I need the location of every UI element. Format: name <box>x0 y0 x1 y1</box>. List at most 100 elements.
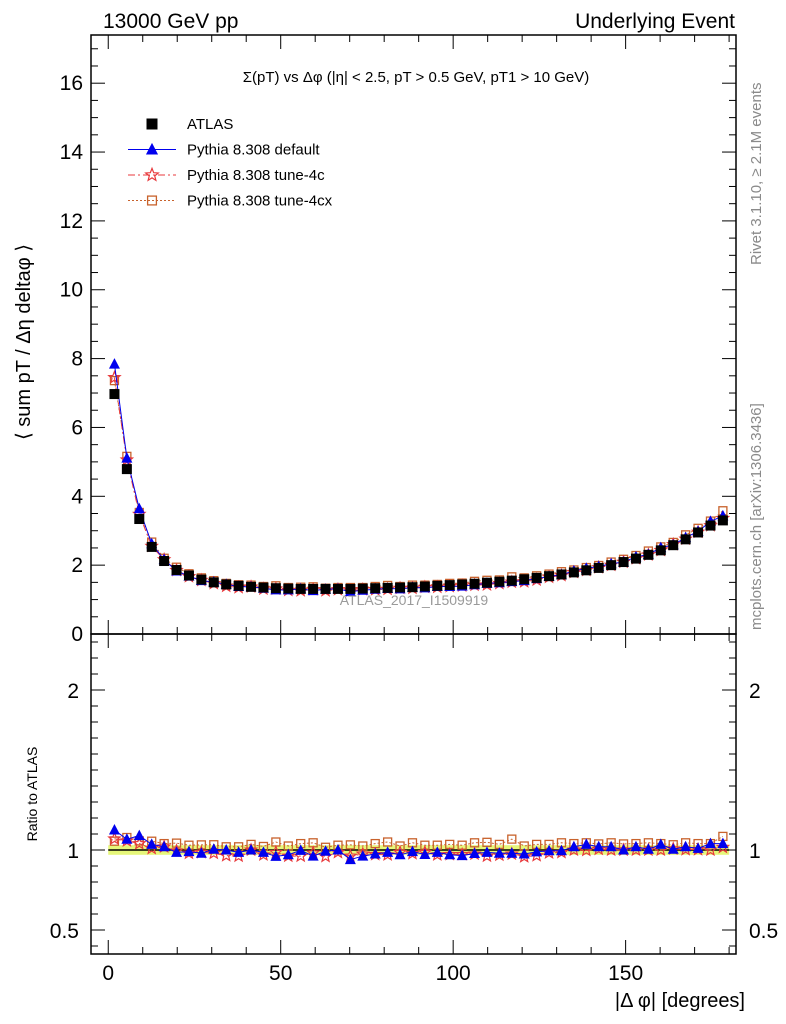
data-point-atlas <box>283 583 294 594</box>
data-point-atlas <box>258 582 269 593</box>
ratio-y-tick-label: 2 <box>67 680 79 703</box>
data-point-atlas <box>419 581 430 592</box>
ratio-point-pythia-8-308-default <box>307 850 319 861</box>
main-y-tick-label: 8 <box>71 348 83 371</box>
ratio-point-pythia-8-308-default <box>580 838 592 849</box>
ratio-point-pythia-8-308-default <box>431 846 443 857</box>
ratio-point-pythia-8-308-default <box>419 848 431 859</box>
data-point-atlas <box>705 520 716 531</box>
analysis-watermark: ATLAS_2017_I1509919 <box>340 592 489 608</box>
data-point-atlas <box>531 572 542 583</box>
data-point-atlas <box>109 389 120 400</box>
data-point-atlas <box>581 565 592 576</box>
data-point-atlas <box>717 515 728 526</box>
legend-marker <box>146 118 158 130</box>
ratio-point-pythia-8-308-default <box>108 824 120 835</box>
ratio-series <box>107 824 731 865</box>
ratio-point-pythia-8-308-default <box>195 847 207 858</box>
ratio-point-pythia-8-308-default <box>593 840 605 852</box>
data-point-atlas <box>134 514 145 525</box>
ratio-y-tick-label-right: 0.5 <box>749 920 778 943</box>
data-point-atlas <box>506 575 517 586</box>
ratio-point-pythia-8-308-tune-4c <box>256 847 271 861</box>
ratio-point-pythia-8-308-default <box>692 842 704 853</box>
ratio-point-pythia-8-308-default <box>642 843 654 854</box>
legend-label: Pythia 8.308 tune-4cx <box>187 193 333 210</box>
data-point-atlas <box>395 582 406 593</box>
data-point-atlas <box>494 576 505 587</box>
ratio-point-pythia-8-308-default <box>282 848 294 860</box>
main-y-tick-label: 16 <box>60 72 83 95</box>
ratio-point-pythia-8-308-default <box>531 845 543 857</box>
data-point-atlas <box>221 579 232 590</box>
ratio-point-pythia-8-308-default <box>618 844 630 855</box>
data-point-atlas <box>146 541 157 552</box>
ratio-point-pythia-8-308-tune-4c <box>231 848 246 863</box>
data-point-atlas <box>183 570 194 581</box>
data-point-atlas <box>680 534 691 545</box>
data-point-atlas <box>693 527 704 538</box>
data-point-atlas <box>643 549 654 560</box>
legend-label: Pythia 8.308 tune-4c <box>187 167 325 184</box>
ratio-point-pythia-8-308-tune-4c <box>107 831 122 845</box>
data-point-atlas <box>332 583 343 594</box>
ratio-point-pythia-8-308-default <box>382 846 394 857</box>
data-point-atlas <box>606 560 617 571</box>
ratio-point-pythia-8-308-default <box>295 844 307 855</box>
x-tick-label: 50 <box>269 962 292 985</box>
ratio-y-tick-label-right: 2 <box>749 680 761 703</box>
ratio-point-pythia-8-308-tune-4cx <box>109 836 120 846</box>
ratio-point-pythia-8-308-default <box>245 844 257 855</box>
data-point-atlas <box>668 540 679 551</box>
ratio-point-pythia-8-308-default <box>680 840 692 852</box>
data-point-atlas <box>630 553 641 564</box>
ratio-series-pythia-8-308-default <box>108 824 729 865</box>
ratio-y-tick-label: 0.5 <box>50 920 79 943</box>
ratio-point-pythia-8-308-default <box>717 837 729 849</box>
ratio-point-pythia-8-308-default <box>369 848 381 859</box>
main-y-tick-label: 0 <box>71 623 83 646</box>
ratio-point-pythia-8-308-default <box>171 846 183 857</box>
plot-title: Σ(pT) vs Δφ (|η| < 2.5, pT > 0.5 GeV, pT… <box>243 69 590 86</box>
data-point-atlas <box>171 564 182 575</box>
ratio-point-pythia-8-308-default <box>183 845 195 857</box>
ratio-y-axis-label: Ratio to ATLAS <box>24 747 40 842</box>
data-point-atlas <box>407 582 418 593</box>
data-point-atlas <box>432 580 443 591</box>
data-point-atlas <box>469 578 480 589</box>
legend: ATLAS Pythia 8.308 default Pythia 8.308 tu… <box>128 116 333 210</box>
x-tick-label: 100 <box>436 962 471 985</box>
ratio-point-pythia-8-308-tune-4cx <box>382 837 393 847</box>
ratio-point-pythia-8-308-tune-4c <box>144 840 159 855</box>
data-point-atlas <box>233 580 244 591</box>
ratio-point-pythia-8-308-tune-4c <box>529 847 544 862</box>
ratio-point-pythia-8-308-default <box>493 847 505 858</box>
main-series <box>107 358 731 597</box>
data-point-atlas <box>655 545 666 556</box>
main-y-tick-label: 12 <box>60 210 83 233</box>
data-point-atlas <box>357 583 368 594</box>
header-right: Underlying Event <box>575 10 735 33</box>
mcplots-label: mcplots.cern.ch [arXiv:1306.3436] <box>748 403 765 630</box>
data-point-pythia-8-308-default <box>133 502 145 514</box>
ratio-point-pythia-8-308-default <box>605 840 617 852</box>
ratio-point-pythia-8-308-default <box>456 849 468 861</box>
ratio-point-pythia-8-308-default <box>555 844 567 856</box>
data-point-atlas <box>121 464 132 475</box>
legend-label: Pythia 8.308 default <box>187 142 320 159</box>
legend-marker <box>146 195 158 206</box>
ratio-point-pythia-8-308-tune-4c <box>479 848 495 863</box>
data-point-atlas <box>519 574 530 585</box>
ratio-point-pythia-8-308-default <box>667 843 679 854</box>
header-left: 13000 GeV pp <box>103 10 238 33</box>
ratio-point-pythia-8-308-default <box>469 847 481 859</box>
ratio-point-pythia-8-308-default <box>270 850 282 861</box>
ratio-point-pythia-8-308-tune-4c <box>405 845 420 860</box>
legend-marker <box>144 166 160 182</box>
ratio-point-pythia-8-308-default <box>257 846 269 857</box>
ratio-panel: 0.5 0.5 1 1 2 2 Ratio to ATLAS 0 50 100 150 |Δ φ… <box>24 633 778 1012</box>
ratio-y-tick-labels: 0.5 0.5 1 1 2 2 <box>50 680 778 943</box>
legend-marker <box>145 142 159 155</box>
ratio-point-pythia-8-308-default <box>158 840 170 852</box>
